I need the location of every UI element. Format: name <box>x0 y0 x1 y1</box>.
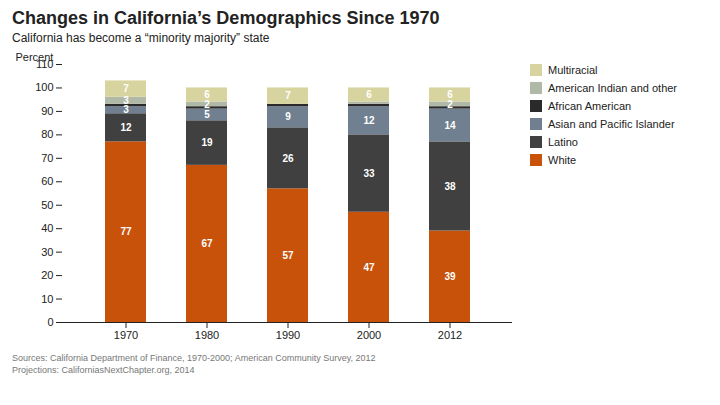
svg-text:26: 26 <box>282 153 294 164</box>
svg-text:50: 50 <box>41 199 53 211</box>
svg-text:0: 0 <box>47 316 53 328</box>
svg-text:33: 33 <box>363 168 375 179</box>
svg-text:3: 3 <box>123 95 129 106</box>
svg-text:80: 80 <box>41 128 53 140</box>
svg-text:100: 100 <box>35 81 53 93</box>
svg-text:2000: 2000 <box>357 329 381 341</box>
svg-text:19: 19 <box>201 137 213 148</box>
svg-text:1970: 1970 <box>114 329 138 341</box>
html-text:American Indian and other: American Indian and other <box>548 82 677 94</box>
svg-text:2012: 2012 <box>438 329 462 341</box>
svg-text:2: 2 <box>447 99 453 110</box>
svg-text:6: 6 <box>204 89 210 100</box>
svg-text:60: 60 <box>41 175 53 187</box>
svg-text:70: 70 <box>41 152 53 164</box>
html-text:Latino: Latino <box>548 136 578 148</box>
svg-text:67: 67 <box>201 238 213 249</box>
svg-text:Percent: Percent <box>16 51 54 63</box>
svg-text:38: 38 <box>444 181 456 192</box>
svg-text:9: 9 <box>285 111 291 122</box>
svg-text:110: 110 <box>36 58 54 70</box>
svg-text:90: 90 <box>41 105 53 117</box>
html-text:Changes in California’s Demogr: Changes in California’s Demographics Sin… <box>12 8 440 28</box>
svg-text:30: 30 <box>41 246 53 258</box>
svg-text:12: 12 <box>363 115 375 126</box>
svg-text:10: 10 <box>41 293 53 305</box>
svg-text:6: 6 <box>447 89 453 100</box>
svg-text:47: 47 <box>363 262 375 273</box>
svg-text:12: 12 <box>120 122 132 133</box>
svg-text:2: 2 <box>204 99 210 110</box>
svg-text:57: 57 <box>282 250 294 261</box>
svg-text:1990: 1990 <box>276 329 300 341</box>
svg-text:77: 77 <box>120 226 132 237</box>
svg-text:39: 39 <box>444 271 456 282</box>
svg-text:1980: 1980 <box>195 329 219 341</box>
svg-text:14: 14 <box>444 120 456 131</box>
svg-text:7: 7 <box>285 90 291 101</box>
html-text:Asian and Pacific Islander: Asian and Pacific Islander <box>548 118 675 130</box>
html-text:Sources: California Department: Sources: California Department of Financ… <box>12 353 376 375</box>
svg-text:40: 40 <box>41 222 53 234</box>
svg-text:6: 6 <box>366 89 372 100</box>
html-text:Multiracial: Multiracial <box>548 64 598 76</box>
html-text:African American: African American <box>548 100 632 112</box>
svg-text:7: 7 <box>123 83 129 94</box>
svg-text:20: 20 <box>41 269 53 281</box>
svg-text:3: 3 <box>123 104 129 115</box>
svg-text:5: 5 <box>204 109 210 120</box>
html-text:White: White <box>548 154 577 166</box>
html-text:California has become a “minor: California has become a “minority majori… <box>12 31 270 45</box>
